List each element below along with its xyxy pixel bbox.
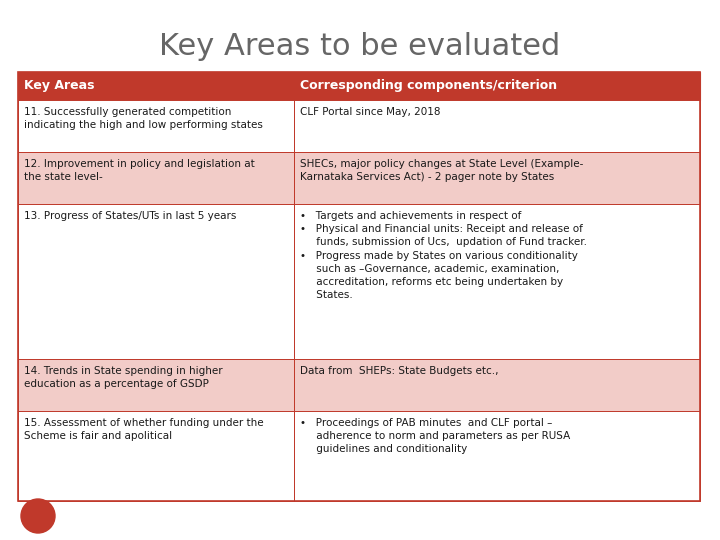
Bar: [18, 411, 294, 501]
Circle shape: [21, 499, 55, 533]
Bar: [18, 72, 700, 501]
Text: •   Targets and achievements in respect of
•   Physical and Financial units: Rec: • Targets and achievements in respect of…: [300, 211, 588, 300]
Text: •   Proceedings of PAB minutes  and CLF portal –
     adherence to norm and para: • Proceedings of PAB minutes and CLF por…: [300, 418, 570, 454]
Bar: [18, 359, 294, 411]
Bar: [294, 204, 700, 359]
Text: Corresponding components/criterion: Corresponding components/criterion: [300, 79, 557, 92]
Bar: [18, 100, 294, 152]
Bar: [294, 411, 700, 501]
Bar: [18, 204, 294, 359]
Text: CLF Portal since May, 2018: CLF Portal since May, 2018: [300, 107, 441, 117]
Bar: [294, 100, 700, 152]
Text: 15. Assessment of whether funding under the
Scheme is fair and apolitical: 15. Assessment of whether funding under …: [24, 418, 264, 441]
Bar: [294, 72, 700, 100]
Text: 8: 8: [33, 509, 43, 523]
Bar: [18, 152, 294, 204]
Bar: [294, 359, 700, 411]
Text: Key Areas to be evaluated: Key Areas to be evaluated: [159, 32, 561, 61]
Text: 14. Trends in State spending in higher
education as a percentage of GSDP: 14. Trends in State spending in higher e…: [24, 366, 222, 389]
Text: Key Areas: Key Areas: [24, 79, 94, 92]
Text: 13. Progress of States/UTs in last 5 years: 13. Progress of States/UTs in last 5 yea…: [24, 211, 236, 221]
Text: 11. Successfully generated competition
indicating the high and low performing st: 11. Successfully generated competition i…: [24, 107, 263, 130]
Text: SHECs, major policy changes at State Level (Example-
Karnataka Services Act) - 2: SHECs, major policy changes at State Lev…: [300, 159, 584, 182]
Bar: [294, 152, 700, 204]
Text: 12. Improvement in policy and legislation at
the state level-: 12. Improvement in policy and legislatio…: [24, 159, 255, 182]
Text: Data from  SHEPs: State Budgets etc.,: Data from SHEPs: State Budgets etc.,: [300, 366, 499, 376]
Bar: [18, 72, 294, 100]
